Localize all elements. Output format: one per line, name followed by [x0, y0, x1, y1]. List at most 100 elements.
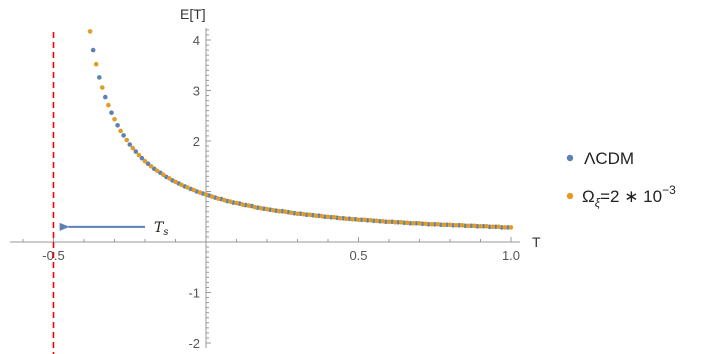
omega-point [289, 210, 294, 215]
omega-point [234, 200, 239, 206]
lcdm-point [145, 161, 151, 166]
omega-point [283, 209, 288, 214]
lcdm-point [109, 110, 114, 115]
annotation-label: Ts [154, 220, 168, 238]
y-axis-label: E[T] [180, 6, 206, 22]
omega-point [319, 213, 325, 219]
omega-point [252, 204, 258, 210]
omega-point [301, 211, 306, 217]
legend-label-omega: Ωξ=2 ∗ 10−3 [582, 183, 676, 210]
omega-point [136, 152, 142, 158]
omega-point [106, 102, 111, 108]
omega-point [270, 207, 276, 213]
omega-point [380, 219, 386, 224]
omega-point [264, 206, 270, 212]
y-tick-label: 2 [193, 134, 200, 149]
omega-point [429, 222, 435, 227]
omega-point [350, 217, 355, 222]
omega-point [368, 218, 374, 223]
omega-point [240, 202, 245, 207]
legend: ΛCDM Ωξ=2 ∗ 10−3 [566, 149, 676, 210]
omega-point [295, 211, 300, 216]
omega-point [209, 194, 215, 199]
lcdm-point [115, 123, 120, 128]
omega-point [356, 217, 361, 223]
lcdm-point [139, 155, 145, 161]
y-tick-label: 4 [193, 33, 200, 48]
legend-omega-value: =2 ∗ 10 [600, 187, 662, 206]
omega-point [228, 199, 233, 204]
omega-point [459, 223, 465, 228]
omega-point [478, 224, 483, 229]
legend-omega-exponent: −3 [662, 183, 676, 197]
omega-point [435, 222, 441, 227]
omega-point [197, 190, 203, 195]
omega-point [179, 182, 184, 188]
omega-point [222, 197, 227, 203]
omega-point [154, 168, 160, 174]
omega-point [392, 220, 398, 225]
omega-point [447, 222, 453, 228]
omega-point [307, 212, 313, 217]
legend-omega-symbol: Ω [582, 187, 595, 206]
lcdm-point [103, 94, 108, 100]
omega-point [246, 203, 251, 208]
omega-point [362, 217, 367, 223]
omega-point [374, 218, 380, 224]
lcdm-point [121, 133, 126, 138]
x-axis-label: T [532, 234, 541, 250]
omega-point [185, 185, 190, 190]
y-tick-label: -2 [188, 336, 200, 351]
omega-point [423, 221, 428, 227]
omega-point [398, 220, 404, 225]
omega-point [276, 208, 282, 214]
omega-point [173, 179, 178, 185]
omega-point [441, 222, 447, 228]
omega-point [313, 213, 319, 218]
data-points [87, 29, 514, 230]
omega-point [112, 117, 117, 122]
annotation-label-subscript: s [163, 227, 168, 238]
legend-label-lcdm: ΛCDM [584, 149, 634, 168]
annotation-label-main: T [154, 220, 165, 236]
omega-point [496, 224, 502, 230]
omega-point [344, 216, 349, 222]
lcdm-point [90, 47, 96, 53]
omega-point [124, 137, 129, 143]
omega-point [215, 196, 221, 201]
omega-point [331, 215, 337, 220]
lcdm-point [97, 75, 102, 80]
omega-point [258, 205, 264, 211]
axis-ticks [22, 29, 512, 344]
omega-point [405, 220, 410, 226]
omega-point [472, 223, 477, 229]
lcdm-point [133, 149, 139, 154]
omega-point [93, 61, 99, 67]
x-tick-label: 0.5 [349, 248, 367, 263]
omega-point [337, 216, 343, 221]
omega-point [325, 214, 331, 220]
lcdm-point [127, 142, 133, 147]
legend-marker-omega [566, 192, 574, 200]
omega-point [87, 29, 93, 34]
omega-point [203, 192, 209, 197]
omega-point [130, 145, 136, 151]
omega-point [508, 225, 514, 230]
omega-point [148, 164, 154, 169]
y-tick-label: -1 [188, 286, 200, 301]
omega-point [484, 224, 489, 229]
omega-point [100, 85, 105, 90]
omega-point [453, 223, 459, 228]
omega-point [191, 187, 197, 193]
omega-point [142, 158, 148, 164]
omega-point [411, 221, 416, 226]
omega-point [386, 219, 392, 225]
omega-point [118, 128, 123, 134]
omega-point [502, 225, 508, 230]
legend-marker-lcdm [566, 154, 574, 162]
legend-omega-subscript: ξ [595, 196, 601, 210]
y-tick-label: 3 [193, 84, 200, 99]
omega-point [167, 176, 172, 181]
